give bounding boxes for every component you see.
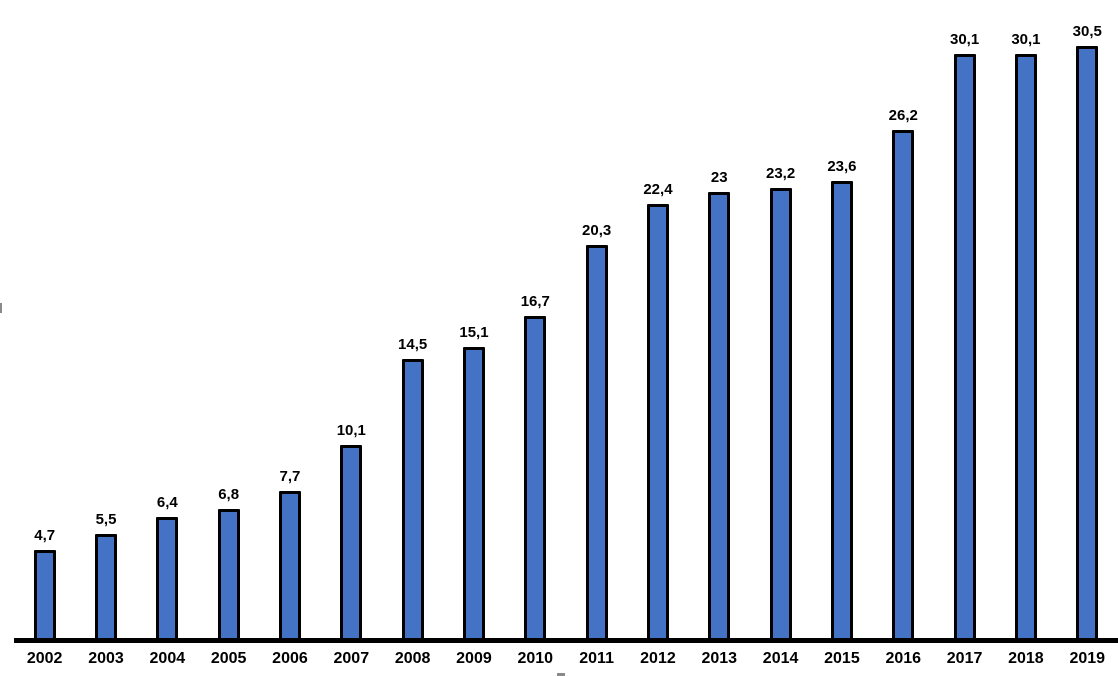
bar-group-2002: 4,7 (14, 528, 75, 642)
x-axis-label-2013: 2013 (701, 650, 738, 667)
bar-2019 (1076, 46, 1099, 642)
bar-2011 (585, 245, 608, 642)
x-axis-label-2014: 2014 (762, 650, 799, 667)
plot-area: 4,7 5,5 6,4 6,8 7,7 10,1 14,5 15,1 16,7 20,3 22,4 2… (14, 0, 1118, 642)
bar-group-2005: 6,8 (198, 487, 259, 642)
bar-2009 (462, 347, 485, 642)
x-axis-label-2007: 2007 (333, 650, 370, 667)
x-axis-label-2002: 2002 (26, 650, 63, 667)
clipped-x-axis-title-fragment (557, 673, 565, 676)
bar-2004 (156, 517, 179, 642)
bar-value-label-2014: 23,2 (766, 165, 796, 182)
x-axis-label-2005: 2005 (210, 650, 247, 667)
bar-value-label-2015: 23,6 (827, 158, 857, 175)
bar-2008 (401, 359, 424, 642)
bar-group-2007: 10,1 (321, 423, 382, 642)
x-axis-label-2016: 2016 (885, 650, 922, 667)
bar-value-label-2008: 14,5 (398, 336, 428, 353)
x-axis-label-2006: 2006 (272, 650, 308, 667)
bar-group-2006: 7,7 (259, 469, 320, 642)
bar-2003 (94, 534, 117, 642)
bar-group-2010: 16,7 (505, 294, 566, 642)
bar-2010 (524, 316, 547, 642)
bar-value-label-2010: 16,7 (520, 293, 550, 310)
x-axis-label-2012: 2012 (640, 650, 676, 667)
x-axis-label-2008: 2008 (394, 650, 431, 667)
bar-value-label-2013: 23 (710, 169, 728, 186)
bar-2017 (953, 54, 976, 642)
bar-value-label-2017: 30,1 (949, 31, 980, 48)
bar-2018 (1014, 54, 1037, 642)
bar-group-2011: 20,3 (566, 223, 627, 642)
bar-group-2008: 14,5 (382, 337, 443, 642)
bar-value-label-2009: 15,1 (459, 324, 489, 341)
bar-2007 (340, 445, 363, 642)
x-axis-label-2004: 2004 (149, 650, 186, 667)
bar-value-label-2006: 7,7 (279, 468, 301, 485)
x-axis-label-2015: 2015 (824, 650, 860, 667)
bar-group-2009: 15,1 (443, 325, 504, 642)
bar-group-2018: 30,1 (995, 32, 1056, 642)
bar-2012 (646, 204, 669, 642)
bar-group-2017: 30,1 (934, 32, 995, 642)
bar-2013 (708, 192, 731, 642)
bar-group-2015: 23,6 (811, 159, 872, 642)
x-axis-labels: 2002 2003 2004 2005 2006 2007 2008 2009 2010 2011… (14, 649, 1118, 668)
x-axis-label-2018: 2018 (1008, 650, 1044, 667)
bar-2015 (830, 181, 853, 642)
bar-2002 (33, 550, 56, 642)
bar-2014 (769, 188, 792, 642)
bar-group-2013: 23 (689, 170, 750, 642)
x-axis-line (14, 638, 1118, 643)
x-axis-label-2011: 2011 (579, 650, 614, 667)
bar-value-label-2005: 6,8 (218, 486, 240, 503)
bar-value-label-2016: 26,2 (888, 107, 918, 124)
bar-value-label-2019: 30,5 (1072, 23, 1102, 40)
bar-value-label-2012: 22,4 (643, 181, 673, 198)
x-axis-label-2003: 2003 (88, 650, 124, 667)
bar-group-2014: 23,2 (750, 166, 811, 642)
bar-2005 (217, 509, 240, 642)
bar-value-label-2018: 30,1 (1011, 31, 1041, 48)
bar-group-2016: 26,2 (873, 108, 934, 642)
bar-value-label-2011: 20,3 (582, 222, 612, 239)
x-axis-label-2010: 2010 (517, 650, 554, 667)
x-axis-label-2017: 2017 (946, 650, 983, 667)
bar-2016 (892, 130, 915, 642)
bar-group-2012: 22,4 (627, 182, 688, 642)
bar-value-label-2002: 4,7 (34, 527, 56, 544)
x-axis-label-2019: 2019 (1069, 650, 1106, 667)
bar-value-label-2007: 10,1 (336, 422, 366, 439)
bar-value-label-2004: 6,4 (156, 494, 178, 511)
bar-2006 (278, 491, 301, 642)
bar-group-2003: 5,5 (75, 512, 136, 642)
bar-group-2004: 6,4 (137, 495, 198, 642)
clipped-y-axis-title-fragment (0, 303, 2, 313)
x-axis-label-2009: 2009 (456, 650, 492, 667)
bar-value-label-2003: 5,5 (95, 511, 117, 528)
bar-group-2019: 30,5 (1057, 24, 1118, 642)
